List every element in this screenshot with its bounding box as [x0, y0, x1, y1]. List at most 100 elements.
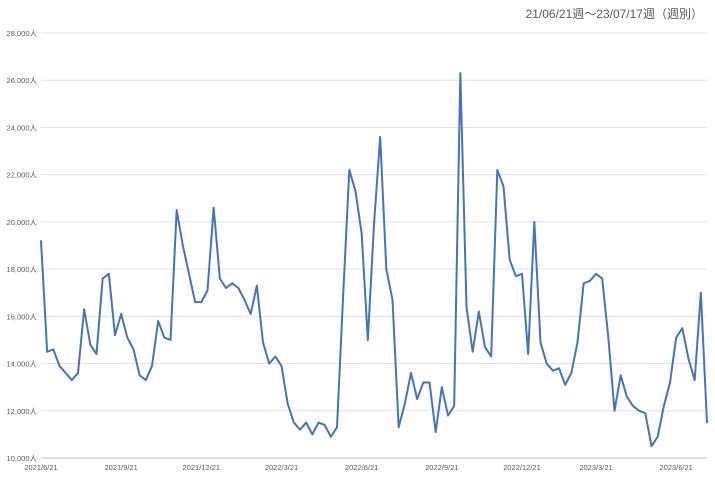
data-point [607, 336, 610, 339]
data-point [545, 362, 548, 365]
data-point [601, 277, 603, 280]
y-tick-label: 22,000人 [7, 171, 38, 180]
data-point [286, 402, 289, 405]
data-point [64, 372, 67, 374]
data-point [515, 275, 517, 277]
data-point [317, 421, 320, 424]
data-point [521, 273, 523, 275]
data-point [40, 239, 42, 242]
data-point [157, 320, 159, 322]
data-point [484, 346, 486, 348]
data-point [256, 284, 258, 287]
y-tick-label: 10,000人 [7, 454, 38, 463]
data-point [58, 365, 61, 367]
data-point [465, 306, 468, 308]
data-point [656, 435, 659, 438]
x-tick-label: 2021/6/21 [24, 463, 57, 472]
data-point [305, 421, 307, 424]
data-point [508, 258, 511, 261]
x-tick-label: 2021/12/21 [183, 463, 221, 472]
x-tick-label: 2022/6/21 [345, 463, 378, 472]
y-tick-label: 16,000人 [7, 312, 38, 321]
data-point [354, 190, 357, 192]
y-tick-label: 28,000人 [7, 29, 38, 38]
data-point [638, 409, 640, 412]
x-axis-tick-labels: 2021/6/21 2021/9/21 2021/12/21 2022/3/21 202… [24, 463, 693, 472]
data-point [490, 355, 492, 358]
data-point [693, 379, 696, 381]
data-point [175, 209, 178, 211]
data-point [681, 327, 684, 329]
data-point [212, 206, 215, 209]
data-point [441, 386, 443, 388]
series-layer [40, 72, 708, 448]
data-point [385, 268, 388, 270]
chart-title: 21/06/21週〜23/07/17週（週別） [526, 7, 703, 21]
x-tick-label: 2022/12/21 [503, 463, 541, 472]
data-point [219, 277, 221, 280]
data-point [428, 381, 431, 384]
data-point [280, 365, 283, 367]
data-point [434, 431, 437, 433]
data-point [299, 428, 301, 431]
data-point [447, 414, 449, 417]
data-point [348, 169, 351, 171]
data-point [145, 379, 147, 381]
data-point [323, 424, 326, 426]
data-point [539, 341, 542, 344]
data-point [558, 367, 560, 370]
data-point [416, 398, 418, 400]
y-tick-label: 18,000人 [7, 265, 38, 274]
data-point [52, 348, 55, 351]
x-tick-label: 2022/9/21 [425, 463, 458, 472]
data-point [126, 336, 129, 339]
data-point [188, 273, 190, 275]
data-point [582, 282, 585, 285]
data-point [397, 426, 400, 429]
data-point [700, 291, 702, 294]
data-point [243, 299, 246, 301]
data-point [108, 273, 110, 275]
data-point [274, 355, 277, 358]
data-point [576, 341, 579, 344]
data-point [471, 350, 474, 353]
data-point [669, 381, 671, 384]
data-point [478, 310, 480, 313]
data-point [268, 362, 270, 365]
data-point [687, 358, 690, 360]
y-tick-label: 12,000人 [7, 407, 38, 416]
data-point [367, 339, 369, 341]
data-point [619, 374, 622, 377]
y-axis-tick-labels: 10,000人 12,000人 14,000人 16,000人 18,000人 20,00… [7, 29, 38, 463]
data-point [644, 412, 647, 414]
data-point [342, 294, 344, 296]
data-point [379, 136, 381, 138]
data-point [527, 353, 529, 355]
data-point [206, 289, 209, 292]
data-point [330, 435, 332, 438]
x-tick-label: 2023/3/21 [579, 463, 612, 472]
data-point [237, 287, 240, 289]
data-point [293, 421, 295, 424]
data-point [570, 372, 573, 374]
data-point [169, 339, 172, 341]
data-point [496, 169, 499, 171]
data-point [453, 405, 455, 407]
data-point [225, 287, 227, 289]
data-point [706, 421, 708, 424]
data-point [589, 280, 591, 282]
data-point [163, 336, 166, 339]
y-tick-label: 26,000人 [7, 76, 38, 85]
data-point [200, 301, 203, 303]
y-tick-label: 20,000人 [7, 218, 38, 227]
data-point [120, 313, 122, 315]
x-tick-label: 2021/9/21 [104, 463, 137, 472]
data-point [502, 185, 505, 188]
data-point [663, 405, 665, 407]
x-tick-label: 2022/3/21 [265, 463, 298, 472]
data-point [404, 402, 406, 405]
y-tick-label: 24,000人 [7, 123, 38, 132]
data-point [194, 301, 196, 303]
